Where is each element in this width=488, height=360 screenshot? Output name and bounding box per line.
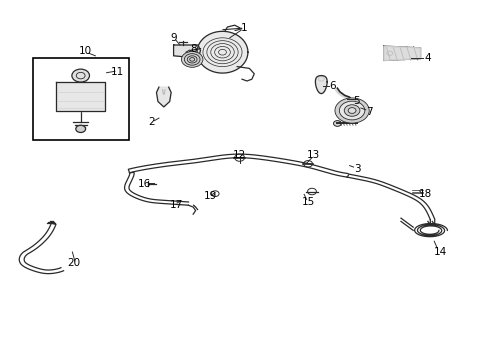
Text: 9: 9 <box>170 33 177 43</box>
Circle shape <box>344 105 359 116</box>
Circle shape <box>333 121 341 126</box>
Text: 10: 10 <box>79 46 92 56</box>
Text: 2: 2 <box>148 117 155 127</box>
Polygon shape <box>197 31 247 73</box>
Text: 19: 19 <box>203 191 217 201</box>
Circle shape <box>347 108 355 113</box>
Text: 5: 5 <box>353 96 360 106</box>
Polygon shape <box>156 87 171 107</box>
Circle shape <box>318 77 324 81</box>
Text: 17: 17 <box>169 200 183 210</box>
Circle shape <box>334 98 368 123</box>
Text: 3: 3 <box>353 164 360 174</box>
Text: 18: 18 <box>418 189 431 199</box>
Text: 14: 14 <box>432 247 446 257</box>
Circle shape <box>72 69 89 82</box>
Polygon shape <box>315 76 326 94</box>
Text: 8: 8 <box>189 44 196 54</box>
Polygon shape <box>173 45 200 58</box>
Text: 16: 16 <box>137 179 151 189</box>
Bar <box>33 58 128 140</box>
Polygon shape <box>383 46 420 60</box>
Text: 20: 20 <box>67 258 80 268</box>
Polygon shape <box>56 82 105 111</box>
Text: 1: 1 <box>241 23 247 33</box>
Text: 12: 12 <box>232 150 246 160</box>
Polygon shape <box>334 88 351 107</box>
Text: 15: 15 <box>301 197 314 207</box>
Circle shape <box>181 51 203 67</box>
Text: 11: 11 <box>110 67 124 77</box>
Circle shape <box>76 125 85 132</box>
Text: 6: 6 <box>328 81 335 91</box>
Text: 13: 13 <box>305 150 319 160</box>
Circle shape <box>339 101 364 120</box>
Text: 4: 4 <box>424 53 430 63</box>
Text: 7: 7 <box>365 107 372 117</box>
